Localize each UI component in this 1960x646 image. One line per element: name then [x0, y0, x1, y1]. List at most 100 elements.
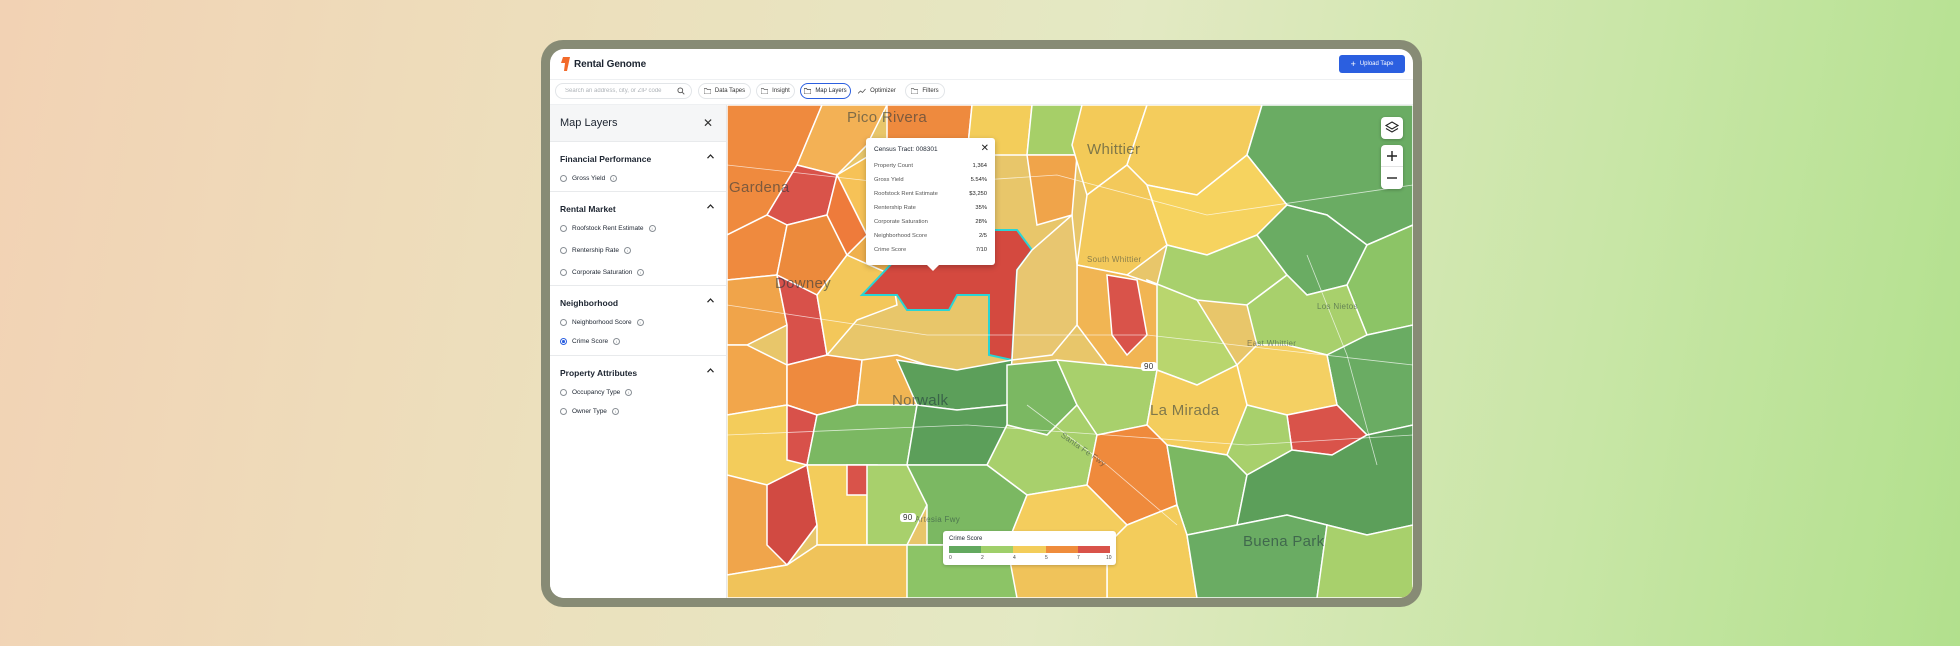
legend-tick: 4 [1013, 555, 1016, 561]
option-label: Corporate Saturation [572, 269, 633, 276]
choropleth-map[interactable]: Pico Rivera Whittier Downey Norwalk La M… [727, 105, 1413, 598]
option-rentership-rate[interactable]: Rentership Rate i [560, 247, 631, 254]
info-icon[interactable]: i [613, 338, 621, 345]
app-header: Rental Genome + Upload Tape [550, 49, 1413, 80]
tab-label: Filters [922, 88, 939, 94]
radio-button[interactable] [560, 269, 567, 276]
radio-button[interactable] [560, 175, 567, 182]
info-icon[interactable]: i [648, 225, 656, 232]
section-title: Neighborhood [560, 298, 619, 308]
option-occupancy-type[interactable]: Occupancy Type i [560, 389, 633, 396]
folder-icon [703, 88, 711, 94]
folder-icon [911, 88, 919, 94]
close-icon[interactable]: ✕ [980, 143, 989, 154]
radio-button[interactable] [560, 389, 567, 396]
chevron-up-icon[interactable] [707, 154, 714, 159]
crime-score-legend: Crime Score 0 2 4 5 7 10 [943, 531, 1116, 565]
folder-icon [804, 88, 812, 94]
radio-button[interactable] [560, 408, 567, 415]
row-label: Neighborhood Score [874, 233, 928, 239]
popup-row: Crime Score 7/10 [874, 247, 987, 253]
legend-tick: 7 [1077, 555, 1080, 561]
place-label: Buena Park [1243, 533, 1325, 550]
search-box [555, 83, 692, 99]
brand-logo[interactable]: Rental Genome [561, 57, 646, 71]
option-crime-score[interactable]: Crime Score i [560, 338, 621, 345]
option-label: Gross Yield [572, 175, 606, 182]
place-label: Los Nietos [1317, 302, 1358, 311]
layers-control-button[interactable] [1381, 117, 1403, 139]
info-icon[interactable]: i [637, 269, 645, 276]
place-label: Downey [775, 275, 831, 292]
upload-tape-label: Upload Tape [1359, 61, 1394, 67]
popup-pointer [927, 265, 939, 271]
place-label: East Whittier [1247, 339, 1297, 348]
tab-insight[interactable]: Insight [756, 83, 795, 99]
option-roofstock-rent-estimate[interactable]: Roofstock Rent Estimate i [560, 225, 656, 232]
close-icon[interactable]: ✕ [702, 116, 713, 130]
radio-button[interactable] [560, 319, 567, 326]
option-owner-type[interactable]: Owner Type i [560, 408, 619, 415]
search-icon[interactable] [677, 87, 685, 95]
option-gross-yield[interactable]: Gross Yield i [560, 175, 618, 182]
popup-row: Corporate Saturation 28% [874, 219, 987, 225]
tab-label: Map Layers [815, 88, 847, 94]
legend-color-bar [949, 546, 1111, 553]
section-title: Property Attributes [560, 368, 638, 378]
tab-map-layers[interactable]: Map Layers [800, 83, 851, 99]
info-icon[interactable]: i [625, 389, 633, 396]
upload-tape-button[interactable]: + Upload Tape [1339, 55, 1405, 73]
folder-icon [761, 88, 769, 94]
minus-icon [1387, 177, 1397, 179]
zoom-out-button[interactable] [1381, 167, 1403, 189]
radio-button-selected[interactable] [560, 338, 567, 345]
info-icon[interactable]: i [610, 175, 618, 182]
popup-row: Rentership Rate 35% [874, 205, 987, 211]
legend-tick: 0 [949, 555, 952, 561]
row-value: 35% [975, 205, 987, 211]
section-property-attributes: Property Attributes Occupancy Type i Own… [550, 355, 726, 436]
info-icon[interactable]: i [611, 408, 619, 415]
tab-data-tapes[interactable]: Data Tapes [698, 83, 751, 99]
section-financial-performance: Financial Performance Gross Yield i [550, 141, 726, 192]
zoom-in-button[interactable] [1381, 145, 1403, 167]
row-value: 2/5 [978, 233, 987, 239]
row-label: Roofstock Rent Estimate [874, 191, 938, 197]
chevron-up-icon[interactable] [707, 368, 714, 373]
row-value: 7/10 [975, 247, 987, 253]
popup-row: Neighborhood Score 2/5 [874, 233, 987, 239]
tablet-frame: Rental Genome + Upload Tape Data Tapes I… [541, 40, 1422, 607]
option-label: Roofstock Rent Estimate [572, 225, 644, 232]
radio-button[interactable] [560, 247, 567, 254]
highway-shield: 90 [1141, 362, 1157, 371]
search-input[interactable] [563, 87, 677, 95]
popup-row: Gross Yield 5.54% [874, 177, 987, 183]
row-label: Rentership Rate [874, 205, 916, 211]
legend-swatch [1077, 546, 1111, 553]
tab-label: Insight [772, 88, 790, 94]
map-tiles[interactable] [727, 105, 1413, 598]
chevron-up-icon[interactable] [707, 204, 714, 209]
tab-filters[interactable]: Filters [905, 83, 945, 99]
section-neighborhood: Neighborhood Neighborhood Score i Crime … [550, 285, 726, 356]
place-label: Pico Rivera [847, 109, 927, 126]
place-label: Norwalk [892, 392, 949, 409]
popup-row: Roofstock Rent Estimate $3,250 [874, 191, 987, 197]
row-value: 28% [975, 219, 987, 225]
option-corporate-saturation[interactable]: Corporate Saturation i [560, 269, 645, 276]
chevron-up-icon[interactable] [707, 298, 714, 303]
zoom-control [1381, 145, 1403, 189]
legend-tick: 10 [1106, 555, 1112, 561]
legend-title: Crime Score [949, 536, 983, 542]
popup-row: Property Count 1,364 [874, 163, 987, 169]
info-icon[interactable]: i [636, 319, 644, 326]
app-screen: Rental Genome + Upload Tape Data Tapes I… [550, 49, 1413, 598]
option-neighborhood-score[interactable]: Neighborhood Score i [560, 319, 644, 326]
legend-tick: 2 [981, 555, 984, 561]
option-label: Occupancy Type [572, 389, 621, 396]
radio-button[interactable] [560, 225, 567, 232]
tab-optimizer[interactable]: Optimizer [853, 83, 901, 99]
info-icon[interactable]: i [623, 247, 631, 254]
row-label: Corporate Saturation [874, 219, 928, 225]
popup-title: Census Tract: 008301 [874, 146, 938, 153]
